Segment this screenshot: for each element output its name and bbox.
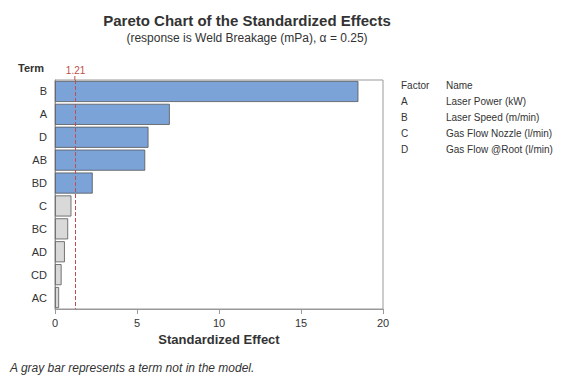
svg-text:Gas Flow Nozzle (l/min): Gas Flow Nozzle (l/min) — [446, 128, 552, 139]
svg-text:A gray bar represents a term n: A gray bar represents a term not in the … — [9, 361, 254, 375]
svg-text:A: A — [401, 96, 408, 107]
svg-text:10: 10 — [213, 317, 225, 329]
svg-text:Name: Name — [446, 80, 473, 91]
svg-text:AB: AB — [32, 154, 47, 166]
svg-text:Pareto Chart of the Standardiz: Pareto Chart of the Standardized Effects — [103, 12, 391, 29]
svg-text:Factor: Factor — [401, 80, 430, 91]
svg-text:Standardized Effect: Standardized Effect — [158, 332, 280, 347]
svg-text:AC: AC — [32, 292, 47, 304]
svg-text:BD: BD — [32, 177, 47, 189]
svg-text:AD: AD — [32, 246, 47, 258]
svg-text:5: 5 — [134, 317, 140, 329]
svg-text:C: C — [39, 200, 47, 212]
svg-text:C: C — [401, 128, 408, 139]
svg-text:1.21: 1.21 — [66, 65, 86, 76]
svg-text:D: D — [39, 131, 47, 143]
svg-text:0: 0 — [52, 317, 58, 329]
svg-text:A: A — [40, 108, 48, 120]
svg-text:B: B — [401, 112, 408, 123]
svg-text:BC: BC — [32, 223, 47, 235]
svg-text:15: 15 — [295, 317, 307, 329]
svg-text:Gas Flow @Root (l/min): Gas Flow @Root (l/min) — [446, 144, 553, 155]
svg-text:D: D — [401, 144, 408, 155]
svg-text:Laser Speed (m/min): Laser Speed (m/min) — [446, 112, 539, 123]
svg-text:B: B — [40, 85, 47, 97]
svg-text:Laser Power (kW): Laser Power (kW) — [446, 96, 526, 107]
svg-text:(response is Weld Breakage (mP: (response is Weld Breakage (mPa), α = 0.… — [126, 31, 367, 45]
svg-text:CD: CD — [31, 269, 47, 281]
svg-text:Term: Term — [18, 62, 44, 74]
svg-text:20: 20 — [377, 317, 389, 329]
